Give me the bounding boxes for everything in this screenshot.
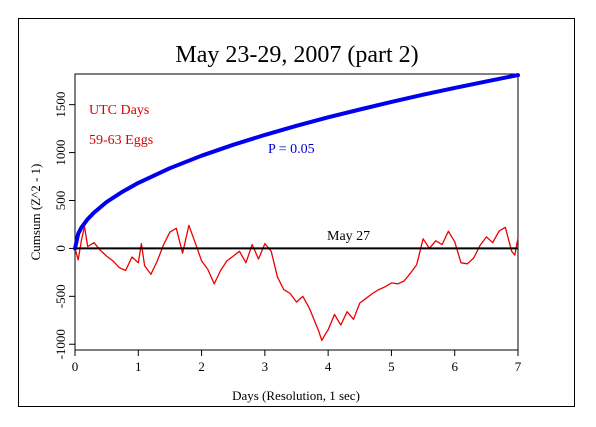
x-tick-label: 5: [388, 359, 395, 374]
annotation-eggs: 59-63 Eggs: [89, 133, 153, 148]
y-tick-label: 0: [53, 245, 68, 252]
x-tick-label: 6: [451, 359, 458, 374]
x-tick-label: 2: [198, 359, 205, 374]
y-axis-ticks: -1000 -500 0 500 1000 1500: [53, 92, 75, 359]
y-tick-label: 1500: [53, 92, 68, 118]
x-tick-label: 1: [135, 359, 142, 374]
series-line-cumsum: [74, 224, 519, 342]
y-tick-label: 500: [53, 191, 68, 211]
x-axis-label: Days (Resolution, 1 sec): [232, 388, 360, 403]
x-tick-label: 0: [72, 359, 79, 374]
plot-area: [74, 73, 519, 351]
y-axis-label: Cumsum (Z^2 - 1): [28, 164, 43, 261]
annotation-p-value: P = 0.05: [268, 142, 315, 157]
annotation-reference-date: May 27: [327, 229, 370, 244]
y-tick-label: -1000: [53, 329, 68, 359]
x-tick-label: 7: [515, 359, 522, 374]
series-line-p-envelope: [73, 73, 520, 251]
series-layer: [73, 73, 520, 342]
y-tick-label: 1000: [53, 140, 68, 166]
annotation-utc-days: UTC Days: [89, 103, 149, 118]
chart-title: May 23-29, 2007 (part 2): [175, 42, 418, 68]
x-axis-ticks: 0 1 2 3 4 5 6 7: [72, 350, 522, 374]
x-tick-label: 3: [262, 359, 269, 374]
y-tick-label: -500: [53, 284, 68, 308]
x-tick-label: 4: [325, 359, 332, 374]
